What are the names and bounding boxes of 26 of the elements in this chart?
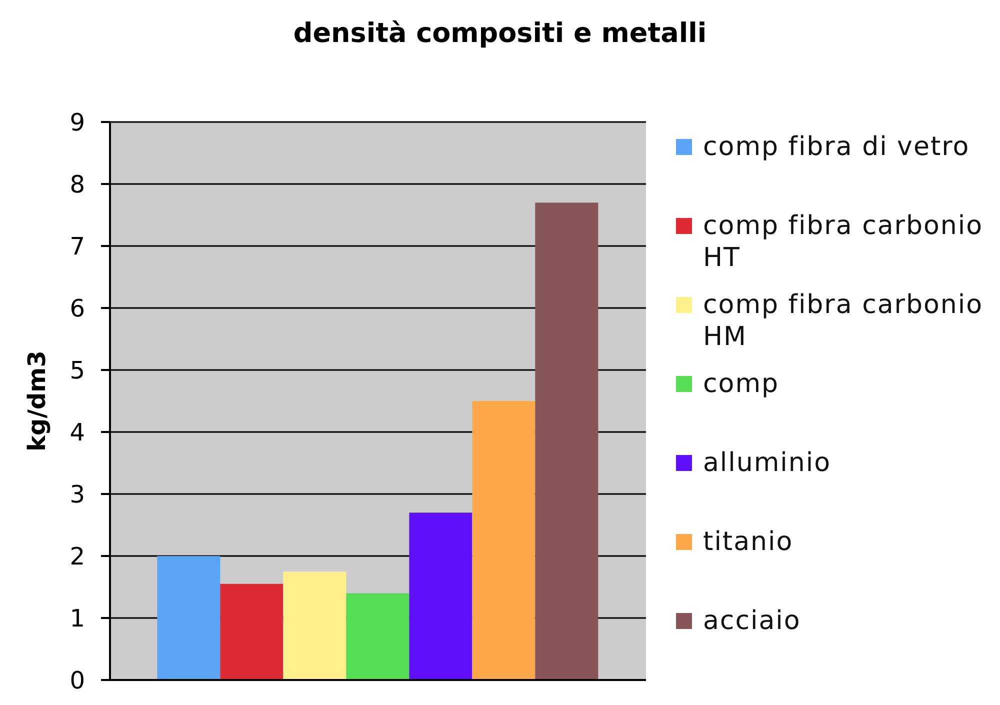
y-tick-label: 8 xyxy=(70,170,85,199)
bar xyxy=(535,202,598,680)
legend-label: titanio xyxy=(703,526,794,558)
bar xyxy=(472,401,536,680)
legend-label: alluminio xyxy=(703,447,832,479)
bar xyxy=(346,593,410,680)
y-axis-title: kg/dm3 xyxy=(23,350,51,452)
y-tick-label: 0 xyxy=(70,666,85,695)
legend-label: comp fibra di vetro xyxy=(703,131,971,163)
y-tick-label: 2 xyxy=(70,542,85,571)
bar xyxy=(220,584,284,680)
y-tick-label: 6 xyxy=(70,294,85,323)
y-tick-label: 4 xyxy=(70,418,85,447)
legend-label: comp xyxy=(703,368,780,400)
legend-label: acciaio xyxy=(703,605,802,637)
y-tick-label: 7 xyxy=(70,232,85,261)
y-tick-label: 1 xyxy=(70,604,85,633)
bar xyxy=(157,556,220,680)
chart-title: densità compositi e metalli xyxy=(292,17,708,51)
y-tick-label: 3 xyxy=(70,480,85,509)
bar xyxy=(409,512,472,680)
y-tick-label: 5 xyxy=(70,356,85,385)
legend-label: comp fibra carbonio HM xyxy=(703,289,984,353)
bar xyxy=(283,572,346,680)
y-tick-label: 9 xyxy=(70,108,85,137)
legend-label: comp fibra carbonio HT xyxy=(703,210,984,274)
